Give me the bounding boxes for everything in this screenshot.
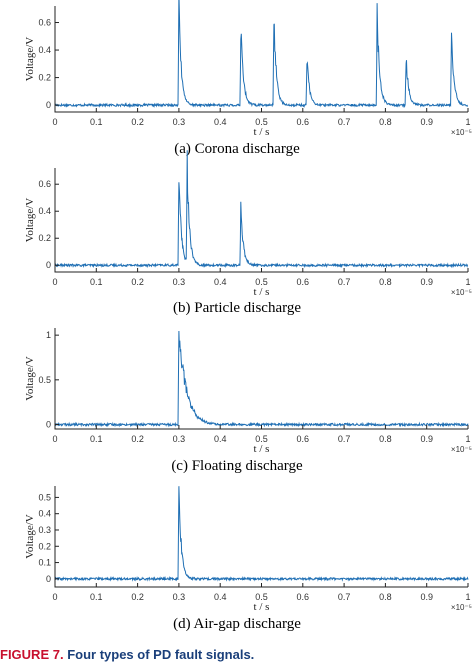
chart-d-caption: (d) Air-gap discharge xyxy=(173,616,301,632)
chart-a-xtick-label: 0.3 xyxy=(173,117,186,127)
figure-label: FIGURE 7. xyxy=(0,647,64,662)
figure-caption: FIGURE 7. Four types of PD fault signals… xyxy=(0,647,254,662)
chart-d-ylabel: Voltage/V xyxy=(24,514,36,558)
chart-b-xtick-label: 0.8 xyxy=(379,277,392,287)
chart-b-xtick-label: 0.6 xyxy=(297,277,310,287)
chart-panel-c: 0 0.5 1 0 0.1 0.2 0.3 0.4 0.5 0.6 0.7 0.8 0.9 1 ×10⁻⁵ t… xyxy=(0,322,474,482)
chart-a-xtick-label: 0.2 xyxy=(131,117,144,127)
chart-panel-a: 0 0.2 0.4 0.6 0 0.1 0.2 0.3 0.4 0.5 0.6 0.7 0.8 0.9 1 ×… xyxy=(0,0,474,160)
chart-d-ytick-label: 0.3 xyxy=(38,525,51,535)
chart-d-xtick-label: 0.7 xyxy=(338,592,351,602)
chart-a-xlabel: t / s xyxy=(254,126,270,138)
chart-a-axes xyxy=(54,6,468,113)
chart-d-ytick-label: 0 xyxy=(46,574,51,584)
chart-b-x-multiplier: ×10⁻⁵ xyxy=(451,288,472,297)
chart-c-axes xyxy=(54,328,468,430)
chart-c-ytick-label: 1 xyxy=(46,330,51,340)
chart-d-xlabel: t / s xyxy=(254,601,270,613)
chart-b-caption: (b) Particle discharge xyxy=(172,300,301,316)
chart-b-xtick-label: 0.3 xyxy=(173,277,186,287)
chart-a-signal-line xyxy=(54,0,469,109)
chart-d-svg: 0 0.1 0.2 0.3 0.4 0.5 0 0.1 0.2 0.3 0.4 0.5 0.6 0.7 0.… xyxy=(24,486,472,613)
chart-c-xtick-label: 0.3 xyxy=(173,434,186,444)
figure-title: Four types of PD fault signals. xyxy=(67,647,255,662)
chart-b-xlabel: t / s xyxy=(254,286,270,298)
chart-d-xtick-label: 0.4 xyxy=(214,592,227,602)
chart-d-xtick-label: 1 xyxy=(465,592,470,602)
chart-c-signal-line xyxy=(54,330,469,428)
chart-a-xtick-label: 0.7 xyxy=(338,117,351,127)
chart-d-xtick-label: 0.5 xyxy=(255,592,268,602)
chart-a-ytick-label: 0.6 xyxy=(38,18,51,28)
chart-a-xtick-label: 0.5 xyxy=(255,117,268,127)
chart-c-xtick-label: 0.4 xyxy=(214,434,227,444)
chart-c-ytick-label: 0 xyxy=(46,420,51,430)
chart-a-xtick-label: 0.4 xyxy=(214,117,227,127)
chart-b-ytick-label: 0.2 xyxy=(38,233,51,243)
chart-a-ylabel: Voltage/V xyxy=(24,37,36,81)
chart-c-xtick-label: 0 xyxy=(52,434,57,444)
chart-a-ytick-label: 0.2 xyxy=(38,73,51,83)
chart-a-xtick-label: 0.9 xyxy=(420,117,433,127)
chart-d-signal-line xyxy=(54,486,469,582)
chart-panel-b: 0 0.2 0.4 0.6 0 0.1 0.2 0.3 0.4 0.5 0.6 0.7 0.8 0.9 1 ×… xyxy=(0,150,474,322)
chart-b-xtick-label: 0.9 xyxy=(420,277,433,287)
chart-c-xtick-label: 0.5 xyxy=(255,434,268,444)
chart-a-x-multiplier: ×10⁻⁵ xyxy=(451,128,472,137)
chart-a-xtick-label: 0.8 xyxy=(379,117,392,127)
chart-c-xlabel: t / s xyxy=(254,443,270,455)
chart-b-xtick-label: 0.7 xyxy=(338,277,351,287)
chart-a-xtick-label: 0.1 xyxy=(90,117,103,127)
chart-b-ytick-label: 0.4 xyxy=(38,206,51,216)
chart-a-ytick-label: 0 xyxy=(46,100,51,110)
chart-b-axes xyxy=(54,168,468,273)
chart-d-xtick-label: 0 xyxy=(52,592,57,602)
chart-c-xtick-label: 0.1 xyxy=(90,434,103,444)
chart-d-ytick-label: 0.5 xyxy=(38,492,51,502)
chart-c-xtick-label: 0.2 xyxy=(131,434,144,444)
chart-c-svg: 00.510 0.1 0.2 0.3 0.4 0.5 0.6 0.7 0.8 0.9 1×10⁻⁵t… xyxy=(24,328,472,455)
chart-d-axes xyxy=(54,486,468,588)
chart-a-svg: 0 0.2 0.4 0.6 0 0.1 0.2 0.3 0.4 0.5 0.6 0.7 0.8 0.9 1×… xyxy=(24,0,472,138)
chart-d-xtick-label: 0.1 xyxy=(90,592,103,602)
chart-c-caption: (c) Floating discharge xyxy=(171,458,303,474)
chart-c-ylabel: Voltage/V xyxy=(24,356,36,400)
chart-a-xtick-label: 0.6 xyxy=(297,117,310,127)
chart-d-ytick-label: 0.2 xyxy=(38,541,51,551)
chart-c-ytick-label: 0.5 xyxy=(38,375,51,385)
chart-b-xtick-label: 0 xyxy=(52,277,57,287)
chart-b-xtick-label: 0.4 xyxy=(214,277,227,287)
chart-b-ytick-label: 0 xyxy=(46,260,51,270)
chart-a-caption: (a) Corona discharge xyxy=(174,141,300,157)
chart-a-ytick-label: 0.4 xyxy=(38,45,51,55)
chart-d-xtick-label: 0.2 xyxy=(131,592,144,602)
chart-b-ylabel: Voltage/V xyxy=(24,198,36,242)
chart-a-xtick-label: 0 xyxy=(52,117,57,127)
chart-c-xtick-label: 0.8 xyxy=(379,434,392,444)
chart-c-xtick-label: 1 xyxy=(465,434,470,444)
chart-b-ytick-label: 0.6 xyxy=(38,179,51,189)
chart-b-svg: 0 0.2 0.4 0.6 0 0.1 0.2 0.3 0.4 0.5 0.6 0.7 0.8 0.9 1×… xyxy=(24,150,472,298)
chart-b-xtick-label: 1 xyxy=(465,277,470,287)
chart-c-x-multiplier: ×10⁻⁵ xyxy=(451,445,472,454)
chart-d-xtick-label: 0.9 xyxy=(420,592,433,602)
chart-d-ytick-label: 0.1 xyxy=(38,558,51,568)
chart-panel-d: 0 0.1 0.2 0.3 0.4 0.5 0 0.1 0.2 0.3 0.4 0.5 0.6 0.7 0.… xyxy=(0,480,474,640)
chart-c-xtick-label: 0.9 xyxy=(420,434,433,444)
chart-b-signal-line xyxy=(54,150,469,269)
chart-b-xtick-label: 0.1 xyxy=(90,277,103,287)
chart-a-xtick-label: 1 xyxy=(465,117,470,127)
chart-d-xtick-label: 0.8 xyxy=(379,592,392,602)
chart-b-xtick-label: 0.5 xyxy=(255,277,268,287)
chart-c-xtick-label: 0.6 xyxy=(297,434,310,444)
chart-b-xtick-label: 0.2 xyxy=(131,277,144,287)
chart-d-x-multiplier: ×10⁻⁵ xyxy=(451,603,472,612)
chart-d-xtick-label: 0.3 xyxy=(173,592,186,602)
chart-c-xtick-label: 0.7 xyxy=(338,434,351,444)
chart-d-xtick-label: 0.6 xyxy=(297,592,310,602)
chart-d-ytick-label: 0.4 xyxy=(38,509,51,519)
